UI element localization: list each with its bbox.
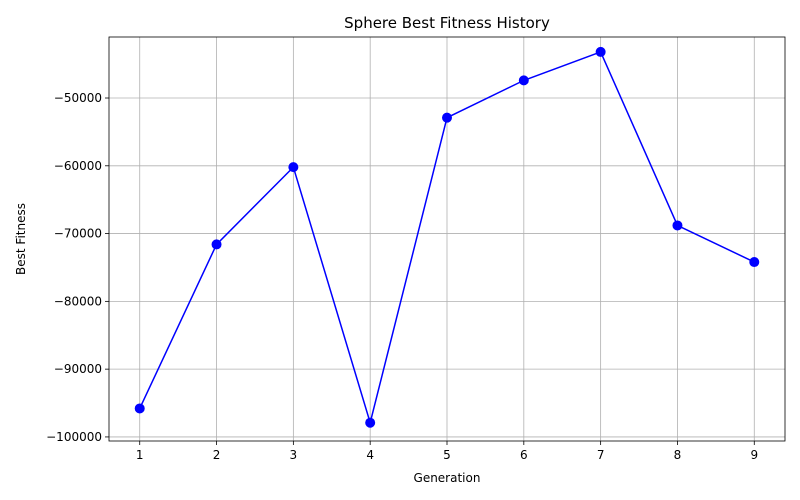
- chart-title: Sphere Best Fitness History: [344, 14, 550, 32]
- data-point: [518, 75, 529, 86]
- series-layer: [134, 46, 760, 428]
- y-tick-label: −100000: [46, 430, 102, 444]
- data-point: [442, 112, 452, 123]
- axis-ticks: 1 2 3 4 5 6 7 8 9 −100000 −90000 −80000 −70000 −60000…: [46, 91, 758, 462]
- data-point: [595, 46, 606, 57]
- data-point: [672, 220, 683, 231]
- y-axis-label: Best Fitness: [14, 203, 28, 275]
- y-tick-label: −60000: [54, 159, 102, 173]
- y-tick-label: −80000: [54, 294, 102, 308]
- x-tick-label: 3: [290, 448, 298, 462]
- x-axis-label: Generation: [414, 471, 481, 485]
- grid: [109, 37, 785, 441]
- x-tick-label: 2: [213, 448, 221, 462]
- x-tick-label: 4: [366, 448, 374, 462]
- x-tick-label: 7: [597, 448, 605, 462]
- data-point: [134, 403, 145, 414]
- y-tick-label: −70000: [54, 227, 102, 241]
- x-tick-label: 5: [443, 448, 451, 462]
- data-point: [211, 239, 222, 250]
- x-tick-label: 8: [674, 448, 682, 462]
- data-point: [365, 417, 376, 428]
- x-tick-label: 1: [136, 448, 144, 462]
- y-tick-label: −50000: [54, 91, 102, 105]
- y-tick-label: −90000: [54, 362, 102, 376]
- x-tick-label: 6: [520, 448, 528, 462]
- data-point: [288, 162, 299, 173]
- x-tick-label: 9: [750, 448, 758, 462]
- data-point: [749, 257, 760, 268]
